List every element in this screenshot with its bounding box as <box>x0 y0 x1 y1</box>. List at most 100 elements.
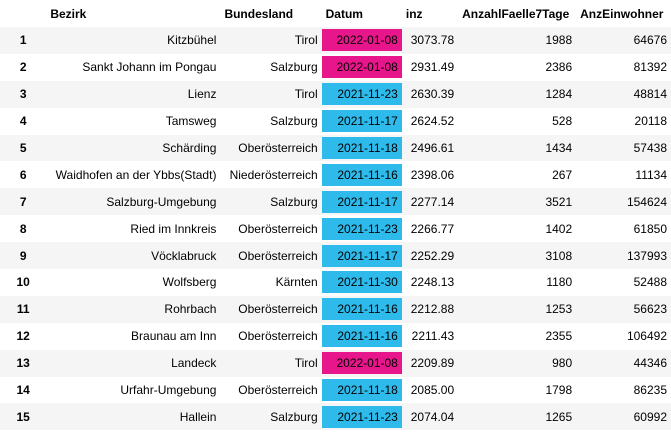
datum-highlight-blue: 2021-11-16 <box>321 298 402 321</box>
row-index: 5 <box>19 141 27 155</box>
cell-bundesland: Tirol <box>294 87 318 102</box>
cell-anzeinwohner: 61850 <box>633 221 667 236</box>
cell-bezirk: Salzburg-Umgebung <box>106 194 217 209</box>
cell-bezirk: Hallein <box>179 409 217 424</box>
datum-highlight-blue: 2021-11-17 <box>321 190 402 213</box>
cell-datum: 2021-11-23 <box>321 215 402 242</box>
cell-inz: 2252.29 <box>410 248 455 263</box>
cell-datum: 2021-11-17 <box>321 242 402 269</box>
cell-bezirk: Braunau am Inn <box>131 329 217 344</box>
cell-anzahlfaelle7tage: 980 <box>552 356 573 371</box>
index-header <box>0 0 46 27</box>
row-index: 2 <box>19 60 27 75</box>
row-index: 4 <box>19 114 27 129</box>
cell-anzeinwohner: 86235 <box>633 383 667 398</box>
row-index: 13 <box>16 356 30 371</box>
cell-bezirk: Sankt Johann im Pongau <box>82 60 217 75</box>
cell-inz: 2931.49 <box>410 60 455 75</box>
table-row: 10 Wolfsberg Kärnten 2021-11-30 2248.13 1180 5… <box>0 269 671 296</box>
cell-anzahlfaelle7tage: 1284 <box>545 87 573 102</box>
cell-inz: 2630.39 <box>410 87 455 102</box>
row-index: 1 <box>19 33 27 48</box>
cell-anzeinwohner: 60992 <box>633 409 667 424</box>
cell-datum: 2021-11-18 <box>321 377 402 404</box>
column-header-anzeinwohner: AnzEinwohner <box>580 6 664 21</box>
table-row: 5 Schärding Oberösterreich 2021-11-18 2496.6… <box>0 134 671 162</box>
cell-anzeinwohner: 44346 <box>633 356 667 371</box>
row-index: 12 <box>16 329 30 344</box>
cell-anzahlfaelle7tage: 3108 <box>545 248 573 263</box>
cell-bundesland: Tirol <box>294 356 318 371</box>
cell-anzeinwohner: 64676 <box>633 33 667 48</box>
cell-inz: 2398.06 <box>410 167 455 182</box>
column-header-bezirk: Bezirk <box>50 6 87 21</box>
cell-anzahlfaelle7tage: 1988 <box>545 33 573 48</box>
cell-bezirk: Urfahr-Umgebung <box>120 383 217 398</box>
table-row: 4 Tamsweg Salzburg 2021-11-17 2624.52 528 2011… <box>0 107 671 135</box>
cell-bezirk: Kitzbühel <box>167 33 217 48</box>
cell-bundesland: Oberösterreich <box>238 248 318 263</box>
datum-highlight-blue: 2021-11-23 <box>321 217 402 240</box>
cell-datum: 2021-11-17 <box>321 188 402 215</box>
cell-anzahlfaelle7tage: 267 <box>552 167 573 182</box>
cell-anzeinwohner: 56623 <box>633 302 667 317</box>
datum-highlight-blue: 2021-11-16 <box>321 163 402 186</box>
cell-inz: 2248.13 <box>410 275 455 290</box>
cell-anzeinwohner: 81392 <box>633 60 667 75</box>
cell-bezirk: Waidhofen an der Ybbs(Stadt) <box>55 167 217 182</box>
cell-bundesland: Oberösterreich <box>238 221 318 236</box>
cell-datum: 2022-01-08 <box>321 27 402 54</box>
datum-highlight-pink: 2022-01-08 <box>321 29 402 52</box>
row-index: 7 <box>19 194 27 209</box>
row-index: 11 <box>16 302 30 317</box>
table-body: 1 Kitzbühel Tirol 2022-01-08 3073.78 1988 6467… <box>0 27 671 431</box>
cell-anzahlfaelle7tage: 1253 <box>545 302 573 317</box>
table-row: 12 Braunau am Inn Oberösterreich 2021-11-16… <box>0 322 671 350</box>
table-row: 9 Vöcklabruck Oberösterreich 2021-11-17 2252… <box>0 242 671 270</box>
table-row: 6 Waidhofen an der Ybbs(Stadt) Niederöster… <box>0 161 671 189</box>
cell-inz: 2085.00 <box>410 383 455 398</box>
cell-bezirk: Schärding <box>162 141 217 155</box>
cell-anzahlfaelle7tage: 3521 <box>545 194 573 209</box>
column-header-anzahlfaelle7tage: AnzahlFaelle7Tage <box>462 6 570 21</box>
cell-bundesland: Salzburg <box>270 409 318 424</box>
cell-bundesland: Niederösterreich <box>229 167 318 182</box>
datum-highlight-blue: 2021-11-18 <box>321 137 402 159</box>
cell-bezirk: Wolfsberg <box>162 275 217 290</box>
cell-bezirk: Landeck <box>171 356 217 371</box>
cell-bezirk: Ried im Innkreis <box>130 221 217 236</box>
cell-bundesland: Oberösterreich <box>238 141 318 155</box>
cell-bundesland: Salzburg <box>270 60 318 75</box>
cell-bundesland: Salzburg <box>270 194 318 209</box>
row-index: 9 <box>19 248 27 263</box>
cell-datum: 2021-11-16 <box>321 323 402 350</box>
datum-highlight-pink: 2022-01-08 <box>321 56 402 79</box>
cell-inz: 2496.61 <box>410 141 455 155</box>
table-row: 1 Kitzbühel Tirol 2022-01-08 3073.78 1988 6467… <box>0 27 671 54</box>
cell-bezirk: Rohrbach <box>164 302 217 317</box>
cell-anzahlfaelle7tage: 1798 <box>545 383 573 398</box>
table-row: 8 Ried im Innkreis Oberösterreich 2021-11-2… <box>0 215 671 243</box>
cell-inz: 2074.04 <box>410 409 455 424</box>
column-header-datum: Datum <box>325 6 363 21</box>
cell-anzahlfaelle7tage: 1434 <box>545 141 573 155</box>
column-header-bundesland: Bundesland <box>224 6 294 21</box>
cell-anzeinwohner: 20118 <box>634 114 667 129</box>
row-index: 6 <box>19 167 27 182</box>
cell-anzeinwohner: 52488 <box>633 275 667 290</box>
cell-anzeinwohner: 57438 <box>633 141 667 155</box>
datum-highlight-blue: 2021-11-30 <box>321 271 402 294</box>
table-row: 2 Sankt Johann im Pongau Salzburg 2022-01-0… <box>0 53 671 81</box>
datum-highlight-pink: 2022-01-08 <box>321 352 402 375</box>
column-header-inz: inz <box>405 6 423 21</box>
table-row: 13 Landeck Tirol 2022-01-08 2209.89 980 44346 <box>0 349 671 377</box>
cell-datum: 2022-01-08 <box>321 350 402 377</box>
cell-bezirk: Lienz <box>187 87 217 102</box>
cell-bundesland: Oberösterreich <box>238 329 318 344</box>
cell-inz: 2212.88 <box>410 302 455 317</box>
cell-bezirk: Vöcklabruck <box>151 248 217 263</box>
cell-anzeinwohner: 154624 <box>626 194 667 209</box>
cell-anzahlfaelle7tage: 528 <box>552 114 573 129</box>
cell-inz: 3073.78 <box>410 33 455 48</box>
cell-datum: 2021-11-23 <box>321 403 402 430</box>
